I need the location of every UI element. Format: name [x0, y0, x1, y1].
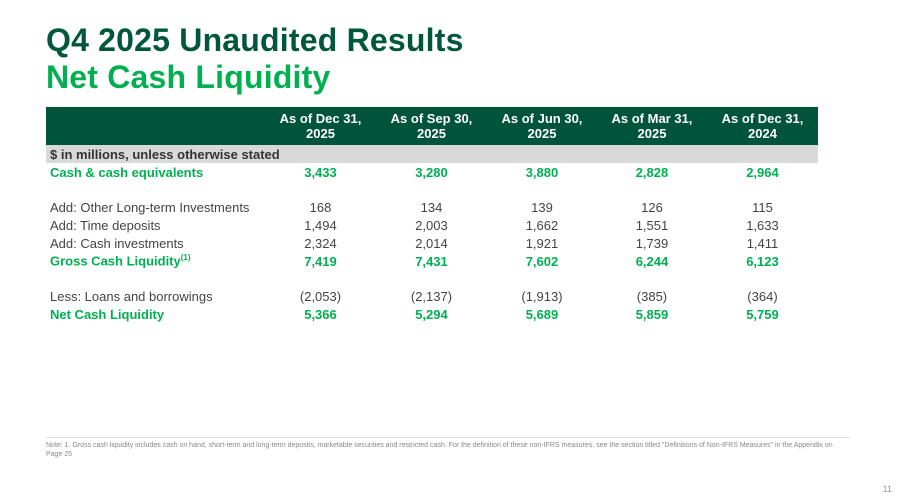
cell-value: (364): [747, 288, 778, 304]
cell-value: 115: [752, 199, 773, 215]
row-label-text: Add: Cash investments: [50, 235, 184, 251]
col-header-line: As of Jun 30,: [501, 111, 583, 126]
col-header: As of Dec 31, 2024: [706, 107, 818, 145]
table-row: Add: Cash investments 2,324 2,014 1,921 1,73…: [46, 234, 818, 252]
cell-value: 1,921: [525, 235, 559, 251]
row-label-text: Add: Other Long-term Investments: [50, 199, 250, 215]
row-label: Cash & cash equivalents: [46, 163, 265, 181]
cell-value: 134: [420, 199, 443, 215]
cell-value: 5,689: [525, 306, 559, 322]
page-subtitle: Net Cash Liquidity: [46, 59, 331, 95]
row-label-text: Net Cash Liquidity: [50, 306, 165, 322]
cell-value: 5,366: [304, 306, 337, 322]
net-cash-liquidity-table: As of Dec 31, 2025 As of Sep 30, 2025 As o…: [46, 107, 818, 323]
cell-value: 2,828: [635, 164, 669, 180]
spacer-row: [46, 181, 818, 198]
table-row: Add: Time deposits 1,494 2,003 1,662 1,551 1,…: [46, 216, 818, 234]
col-header-line: As of Dec 31,: [721, 111, 804, 126]
col-header-line: 2024: [748, 126, 777, 141]
col-header-line: 2025: [417, 126, 446, 141]
footnote-ref: (1): [180, 253, 191, 263]
spacer: [46, 270, 818, 287]
cell-value: 126: [641, 199, 663, 215]
row-label-text: Cash & cash equivalents: [50, 164, 204, 180]
header-row: As of Dec 31, 2025 As of Sep 30, 2025 As o…: [46, 107, 818, 145]
page-title: Q4 2025 Unaudited Results: [46, 22, 464, 58]
units-label: $ in millions, unless otherwise stated: [46, 145, 818, 163]
page-number: 11: [882, 484, 892, 494]
units-row: $ in millions, unless otherwise stated: [46, 145, 818, 163]
table-row: Add: Other Long-term Investments 168 134 13…: [46, 198, 818, 216]
cell-value: (2,137): [410, 288, 453, 304]
cell-value: 2,964: [746, 164, 779, 180]
table-row: Net Cash Liquidity 5,366 5,294 5,689 5,859 5,…: [46, 305, 818, 323]
table-row: Gross Cash Liquidity(1) 7,419 7,431 7,602 6,…: [46, 252, 818, 270]
cell-value: 5,759: [746, 306, 779, 322]
divider: [46, 437, 850, 438]
cell-value: (1,913): [521, 288, 563, 304]
table-row: Less: Loans and borrowings (2,053) (2,137)…: [46, 287, 818, 305]
cell-value: (2,053): [299, 288, 342, 304]
cell-value: 3,280: [415, 164, 448, 180]
spacer: [46, 181, 818, 198]
cell-value: (385): [636, 288, 668, 304]
row-label-text: Gross Cash Liquidity: [50, 253, 181, 269]
cell-value: 5,859: [635, 306, 669, 322]
cell-value: 1,551: [635, 217, 669, 233]
row-label: Add: Other Long-term Investments: [46, 198, 265, 216]
cell-value: 2,014: [415, 235, 448, 251]
col-header-line: 2025: [306, 126, 335, 141]
cell-value: 7,419: [304, 253, 337, 269]
col-header: As of Mar 31, 2025: [596, 107, 707, 145]
cell-value: 3,433: [304, 164, 337, 180]
col-header-line: As of Dec 31,: [279, 111, 362, 126]
col-header-line: 2025: [527, 126, 557, 141]
cell-value: 168: [309, 199, 332, 215]
col-header: As of Dec 31, 2025: [265, 107, 376, 145]
row-label: Gross Cash Liquidity(1): [46, 252, 265, 270]
col-header-line: As of Mar 31,: [611, 111, 693, 126]
cell-value: 2,324: [304, 235, 337, 251]
cell-value: 2,003: [415, 217, 448, 233]
row-label: Add: Time deposits: [46, 216, 265, 234]
cell-value: 1,662: [525, 217, 559, 233]
cell-value: 6,123: [746, 253, 779, 269]
cell-value: 1,633: [746, 217, 779, 233]
header-blank: [46, 107, 265, 145]
row-label-text: Less: Loans and borrowings: [50, 288, 213, 304]
spacer-row: [46, 270, 818, 287]
table-row: Cash & cash equivalents 3,433 3,280 3,880 2,…: [46, 163, 818, 181]
cell-value: 7,431: [415, 253, 448, 269]
row-label-text: Add: Time deposits: [50, 217, 161, 233]
cell-value: 1,494: [304, 217, 337, 233]
cell-value: 6,244: [635, 253, 669, 269]
row-label: Add: Cash investments: [46, 234, 265, 252]
footnote: Note: 1. Gross cash liquidity includes c…: [46, 442, 833, 458]
cell-value: 5,294: [415, 306, 448, 322]
cell-value: 7,602: [525, 253, 559, 269]
row-label: Net Cash Liquidity: [46, 305, 265, 323]
col-header: As of Jun 30, 2025: [486, 107, 597, 145]
col-header: As of Sep 30, 2025: [376, 107, 487, 145]
col-header-line: 2025: [637, 126, 667, 141]
row-label: Less: Loans and borrowings: [46, 287, 265, 305]
cell-value: 3,880: [525, 164, 559, 180]
col-header-line: As of Sep 30,: [390, 111, 473, 126]
cell-value: 1,739: [635, 235, 669, 251]
cell-value: 139: [531, 199, 553, 215]
cell-value: 1,411: [746, 235, 779, 251]
